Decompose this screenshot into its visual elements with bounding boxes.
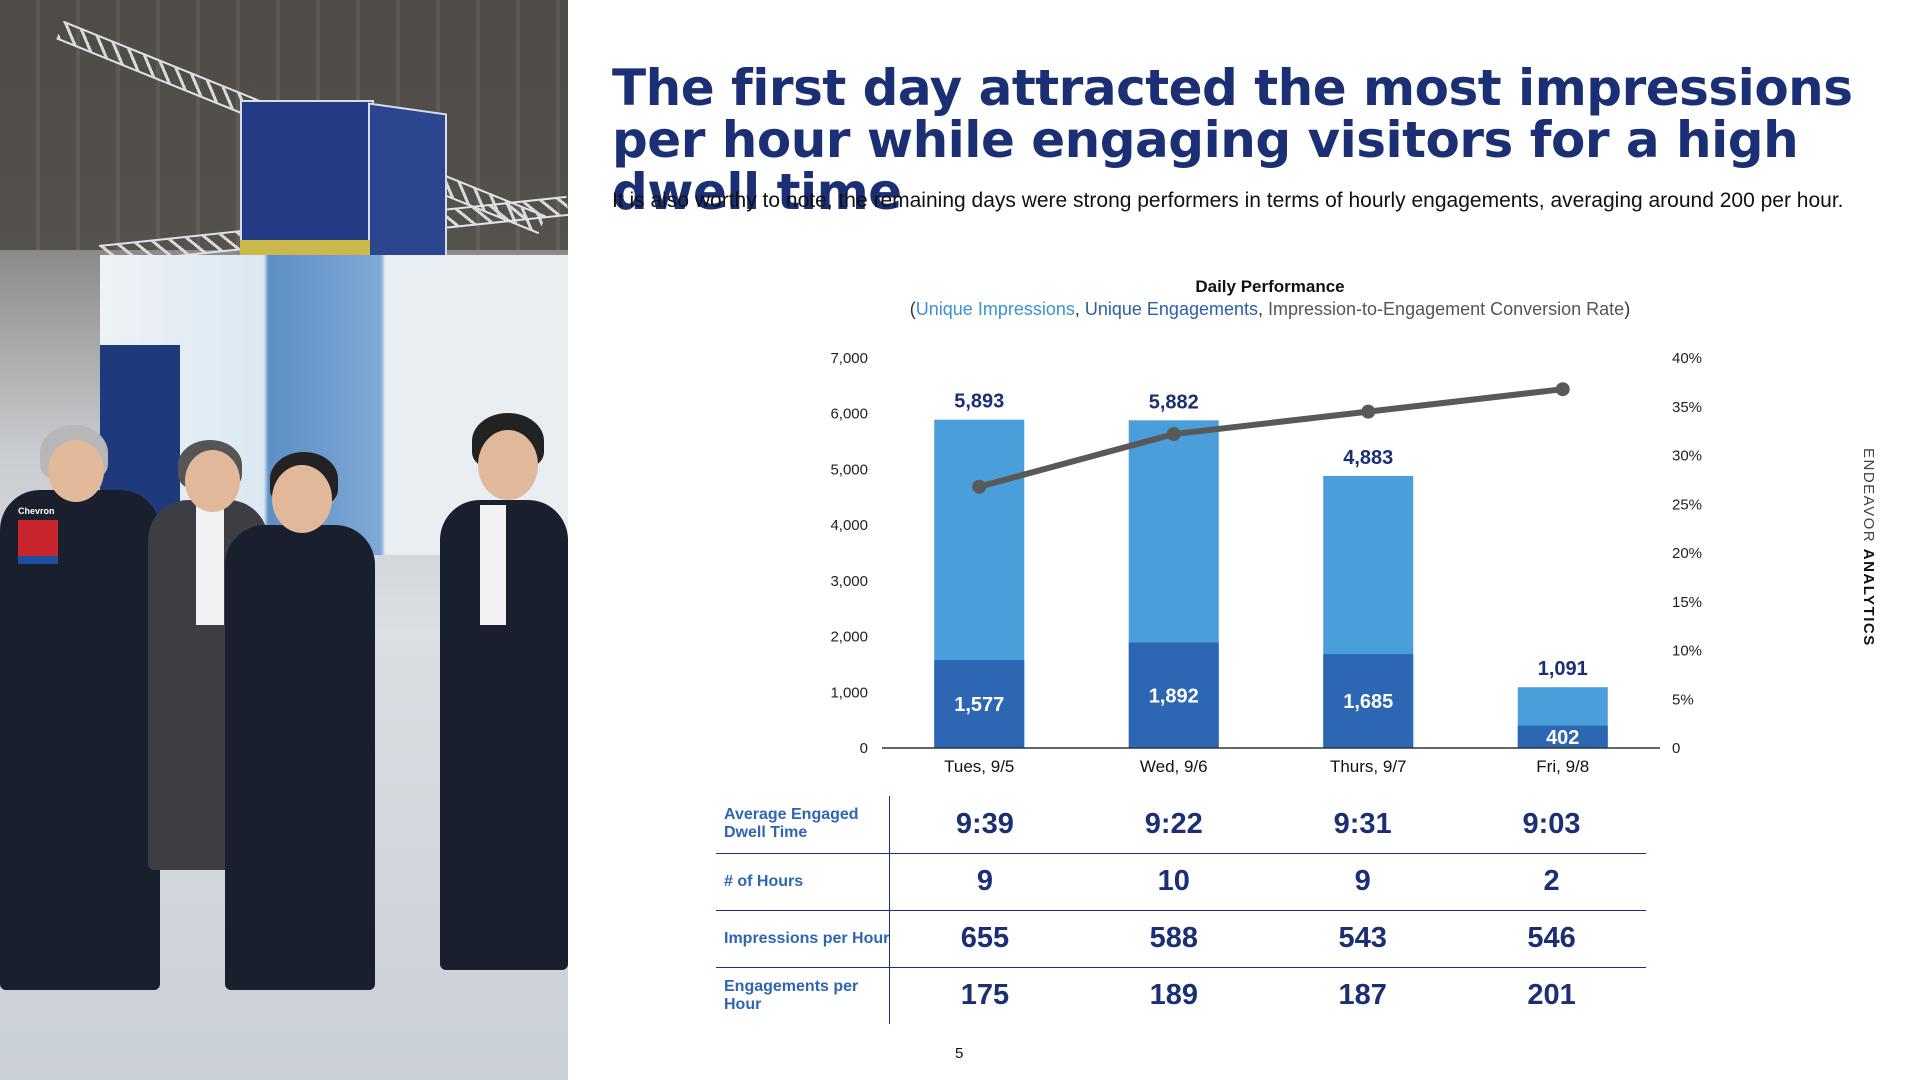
impressions-data-label: 4,883 bbox=[1343, 447, 1393, 469]
photo-person-head bbox=[48, 440, 104, 502]
y-axis-tick-label: 7,000 bbox=[830, 350, 868, 367]
table-row: Average Engaged Dwell Time 9:39 9:22 9:31 9:… bbox=[716, 796, 1646, 853]
table-cell: 201 bbox=[1457, 966, 1646, 1024]
table-cell: 588 bbox=[1079, 909, 1269, 967]
impressions-data-label: 5,893 bbox=[954, 391, 1004, 413]
chart-subtitle-engagements: Unique Engagements bbox=[1085, 299, 1258, 319]
table-cell: 189 bbox=[1079, 966, 1269, 1024]
photo-person-head bbox=[272, 465, 332, 533]
y2-axis-tick-label: 5% bbox=[1672, 691, 1694, 708]
chart-subtitle-conversion: Impression-to-Engagement Conversion Rate bbox=[1268, 299, 1624, 319]
y-axis-tick-label: 3,000 bbox=[830, 573, 868, 590]
side-brand-bold: ANALYTICS bbox=[1860, 548, 1877, 647]
photo-person-head bbox=[185, 450, 240, 512]
y2-axis-tick-label: 25% bbox=[1672, 496, 1702, 513]
photo-person-shirt bbox=[480, 505, 506, 625]
photo-person-head bbox=[478, 430, 538, 500]
bar-unique-engagements bbox=[1128, 642, 1219, 748]
x-axis-category-label: Fri, 9/8 bbox=[1536, 757, 1589, 776]
chart-subtitle-sep: , bbox=[1075, 299, 1085, 319]
chart-title: Daily Performance bbox=[1195, 277, 1344, 296]
metrics-table: Average Engaged Dwell Time 9:39 9:22 9:31 9:… bbox=[716, 796, 1646, 1024]
y-axis-tick-label: 0 bbox=[860, 740, 868, 757]
y2-axis-tick-label: 10% bbox=[1672, 643, 1702, 660]
table-row-label: Engagements per Hour bbox=[716, 966, 891, 1024]
chart-subtitle-impressions: Unique Impressions bbox=[916, 299, 1075, 319]
y2-axis-tick-label: 40% bbox=[1672, 350, 1702, 367]
page-subtitle: It is also worthy to note, the remaining… bbox=[612, 189, 1844, 212]
table-cell: 9:31 bbox=[1333, 807, 1392, 840]
engagements-data-label: 1,577 bbox=[954, 694, 1004, 716]
engagements-data-label: 402 bbox=[1546, 727, 1579, 749]
table-row-label: # of Hours bbox=[716, 852, 891, 910]
bar-unique-engagements bbox=[1323, 654, 1414, 748]
side-brand: ENDEAVOR ANALYTICS bbox=[1860, 448, 1877, 647]
chart-subtitle: (Unique Impressions, Unique Engagements,… bbox=[910, 299, 1630, 319]
table-row: # of Hours 9 10 9 2 bbox=[716, 852, 1646, 910]
table-cell: 546 bbox=[1457, 909, 1646, 967]
y-axis-tick-label: 5,000 bbox=[830, 461, 868, 478]
y2-axis-tick-label: 20% bbox=[1672, 545, 1702, 562]
x-axis-category-label: Thurs, 9/7 bbox=[1330, 757, 1407, 776]
page-number: 5 bbox=[955, 1045, 964, 1062]
conversion-rate-point bbox=[1361, 404, 1376, 419]
chart-subtitle-close: ) bbox=[1624, 299, 1630, 319]
table-cell: 9:22 bbox=[1144, 807, 1203, 840]
table-cell: 9 bbox=[1268, 852, 1458, 910]
table-row: Engagements per Hour 175 189 187 201 bbox=[716, 966, 1646, 1024]
y-axis-tick-label: 6,000 bbox=[830, 406, 868, 423]
y2-axis-tick-label: 35% bbox=[1672, 399, 1702, 416]
table-cell: 10 bbox=[1079, 852, 1269, 910]
x-axis-category-label: Tues, 9/5 bbox=[944, 757, 1014, 776]
side-brand-light: ENDEAVOR bbox=[1860, 448, 1877, 549]
photo-person bbox=[0, 490, 160, 990]
chart-subtitle-open: ( bbox=[910, 299, 916, 319]
table-cell: 655 bbox=[889, 909, 1080, 967]
conversion-rate-point bbox=[1555, 382, 1570, 397]
table-row-label: Average Engaged Dwell Time bbox=[716, 796, 891, 853]
table-row: Impressions per Hour 655 588 543 546 bbox=[716, 909, 1646, 967]
daily-performance-chart: Daily Performance (Unique Impressions, U… bbox=[830, 277, 1702, 776]
y2-axis-tick-label: 0 bbox=[1672, 740, 1680, 757]
event-photo: Chevron bbox=[0, 0, 568, 1080]
table-cell: 187 bbox=[1268, 966, 1458, 1024]
photo-chevron-badge: Chevron bbox=[18, 506, 58, 564]
photo-person bbox=[225, 525, 375, 990]
table-cell: 2 bbox=[1457, 852, 1646, 910]
table-cell: 175 bbox=[889, 966, 1080, 1024]
conversion-rate-line bbox=[978, 386, 1564, 490]
bar-unique-engagements bbox=[934, 660, 1025, 748]
y2-axis-tick-label: 15% bbox=[1672, 594, 1702, 611]
table-cell: 9:39 bbox=[955, 807, 1014, 840]
chart-subtitle-sep: , bbox=[1258, 299, 1268, 319]
engagements-data-label: 1,685 bbox=[1343, 691, 1393, 713]
page-title: The first day attracted the most impress… bbox=[612, 59, 1853, 221]
table-row-label: Impressions per Hour bbox=[716, 909, 891, 967]
y-axis-tick-label: 4,000 bbox=[830, 517, 868, 534]
table-cell: 9:03 bbox=[1522, 807, 1581, 840]
bar-unique-engagements bbox=[1517, 725, 1608, 748]
photo-badge-text: Chevron bbox=[18, 506, 55, 516]
chart-plot-area: 0 1,000 2,000 3,000 4,000 5,000 6,000 7,000 0 5% 1… bbox=[830, 350, 1702, 776]
impressions-data-label: 5,882 bbox=[1149, 391, 1199, 413]
table-cell: 543 bbox=[1268, 909, 1458, 967]
x-axis-category-label: Wed, 9/6 bbox=[1140, 757, 1208, 776]
photo-hanging-sign bbox=[368, 102, 447, 278]
engagements-data-label: 1,892 bbox=[1149, 685, 1199, 707]
table-cell: 9 bbox=[889, 852, 1080, 910]
conversion-rate-point bbox=[1166, 427, 1181, 442]
y-axis-tick-label: 1,000 bbox=[830, 684, 868, 701]
impressions-data-label: 1,091 bbox=[1538, 658, 1588, 680]
conversion-rate-point bbox=[972, 479, 987, 494]
y-axis-tick-label: 2,000 bbox=[830, 629, 868, 646]
photo-person-shirt bbox=[196, 505, 224, 625]
y2-axis-tick-label: 30% bbox=[1672, 448, 1702, 465]
